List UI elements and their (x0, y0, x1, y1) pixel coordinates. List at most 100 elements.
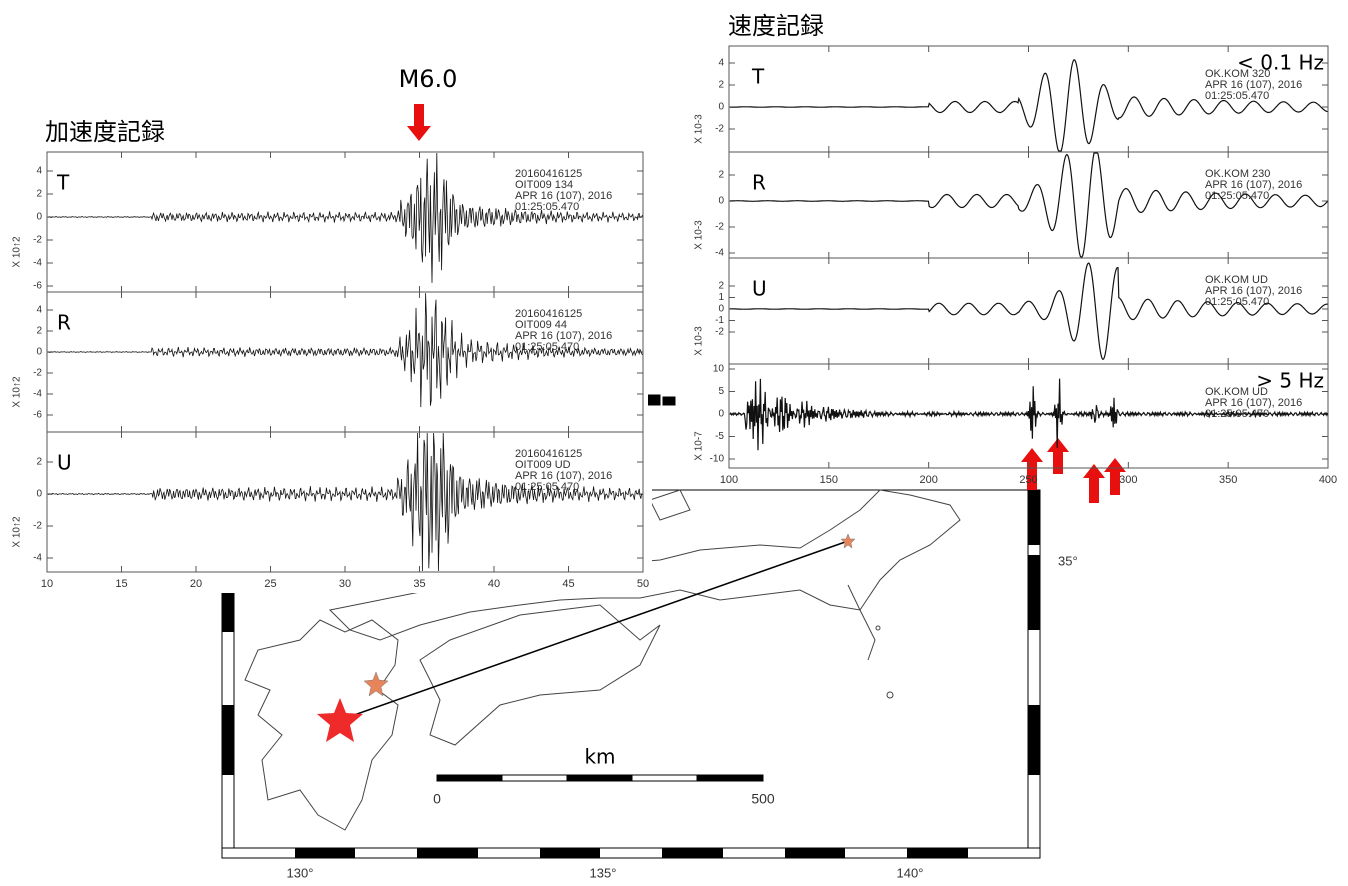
x-tick-label: 45 (562, 578, 574, 590)
lon-label: 130° (287, 865, 314, 880)
y-tick-label: 5 (718, 386, 724, 397)
component-label: R (57, 311, 71, 335)
trace-info: 01:25:05.470 (1205, 190, 1269, 202)
y-tick-label: 10 (713, 364, 725, 375)
scale-label: X 10-3 (694, 220, 705, 250)
y-tick-label: 0 (36, 212, 42, 223)
scale-label: X 10-3 (694, 114, 705, 144)
x-tick-label: 40 (488, 578, 500, 590)
trace-info: OIT009 134 (515, 179, 573, 191)
trace-info: OK.KOM UD (1205, 386, 1268, 398)
trace-info: 20160416125 (515, 448, 582, 460)
y-tick-label: 0 (718, 196, 724, 207)
trace-info: 01:25:05.470 (515, 341, 579, 353)
x-tick-label: 150 (820, 474, 838, 486)
x-tick-label: 30 (339, 578, 351, 590)
trace-info: APR 16 (107), 2016 (515, 470, 612, 482)
y-tick-label: 0 (36, 489, 42, 500)
trace-info: 01:25:05.470 (1205, 296, 1269, 308)
y-tick-label: -2 (715, 124, 724, 135)
trace-info: OIT009 UD (515, 459, 571, 471)
y-tick-label: -2 (33, 521, 42, 532)
x-tick-label: 350 (1219, 474, 1237, 486)
trace-info: APR 16 (107), 2016 (1205, 179, 1302, 191)
trace-info: 20160416125 (515, 168, 582, 180)
waveform (730, 59, 1328, 152)
trace-info: APR 16 (107), 2016 (1205, 285, 1302, 297)
y-tick-label: -4 (33, 553, 42, 564)
x-tick-label: 35 (413, 578, 425, 590)
frame-ticks (222, 490, 1040, 858)
waveform (730, 152, 1329, 258)
phase-arrows (1021, 438, 1126, 503)
scale-label: 0 (433, 791, 441, 807)
x-tick-label: 50 (637, 578, 649, 590)
station-star (840, 533, 856, 549)
component-label: U (57, 451, 72, 475)
marker (648, 394, 676, 406)
scale-unit: km (584, 745, 615, 769)
x-tick-label: 400 (1319, 474, 1337, 486)
lon-label: 135° (590, 865, 617, 880)
scale-label: X 10-7 (694, 431, 705, 461)
y-tick-label: 1 (718, 292, 724, 303)
right-panel-bg (700, 42, 1348, 488)
trace-info: 01:25:05.470 (1205, 90, 1269, 102)
trace-info: OK.KOM UD (1205, 274, 1268, 286)
x-tick-label: 10 (41, 578, 53, 590)
trace-info: APR 16 (107), 2016 (515, 190, 612, 202)
x-tick-label: 200 (919, 474, 937, 486)
y-tick-label: -2 (33, 235, 42, 246)
trace-info: APR 16 (107), 2016 (1205, 397, 1302, 409)
scale-label: X 10↑2 (12, 376, 23, 408)
trace-info: APR 16 (107), 2016 (515, 330, 612, 342)
band-label: > 5 Hz (1256, 369, 1324, 393)
trace-info: OK.KOM 320 (1205, 68, 1270, 80)
event-label: M6.0 (399, 65, 458, 93)
scale-label: X 10↑2 (12, 236, 23, 268)
y-tick-label: 4 (36, 305, 42, 316)
y-tick-label: 0 (718, 409, 724, 420)
x-tick-label: 15 (115, 578, 127, 590)
component-label: R (752, 171, 766, 195)
y-tick-label: 2 (36, 189, 42, 200)
path-line (339, 540, 849, 721)
waveform (47, 432, 643, 572)
event-arrow (407, 104, 431, 141)
x-tick-label: 20 (190, 578, 202, 590)
y-tick-label: 2 (36, 326, 42, 337)
y-tick-label: 4 (718, 58, 724, 69)
y-tick-label: 2 (718, 170, 724, 181)
y-tick-label: -1 (715, 315, 724, 326)
y-tick-label: 4 (36, 166, 42, 177)
station-star (363, 671, 389, 697)
y-tick-label: -4 (715, 248, 724, 259)
left-panel-bg (7, 148, 652, 593)
y-tick-label: -6 (33, 410, 42, 421)
y-tick-label: -5 (715, 431, 724, 442)
x-tick-label: 250 (1019, 474, 1037, 486)
left-title: 加速度記録 (45, 118, 165, 146)
component-label: T (751, 65, 765, 89)
y-tick-label: 0 (36, 347, 42, 358)
y-tick-label: -2 (715, 222, 724, 233)
y-tick-label: -2 (33, 368, 42, 379)
waveform (729, 378, 1329, 451)
y-tick-label: 2 (718, 281, 724, 292)
waveform (730, 262, 1328, 361)
x-tick-label: 300 (1119, 474, 1137, 486)
trace-info: OK.KOM 230 (1205, 168, 1270, 180)
component-label: T (56, 171, 70, 195)
component-label: U (752, 277, 767, 301)
trace-info: OIT009 44 (515, 319, 567, 331)
scale-label: X 10↑2 (12, 516, 23, 548)
lat-label: 35° (1058, 553, 1078, 568)
x-tick-label: 25 (264, 578, 276, 590)
scale-label: X 10-3 (694, 326, 705, 356)
y-tick-label: 2 (718, 80, 724, 91)
y-tick-label: -4 (33, 389, 42, 400)
y-tick-label: -10 (710, 454, 725, 465)
band-label: < 0.1 Hz (1237, 51, 1324, 75)
